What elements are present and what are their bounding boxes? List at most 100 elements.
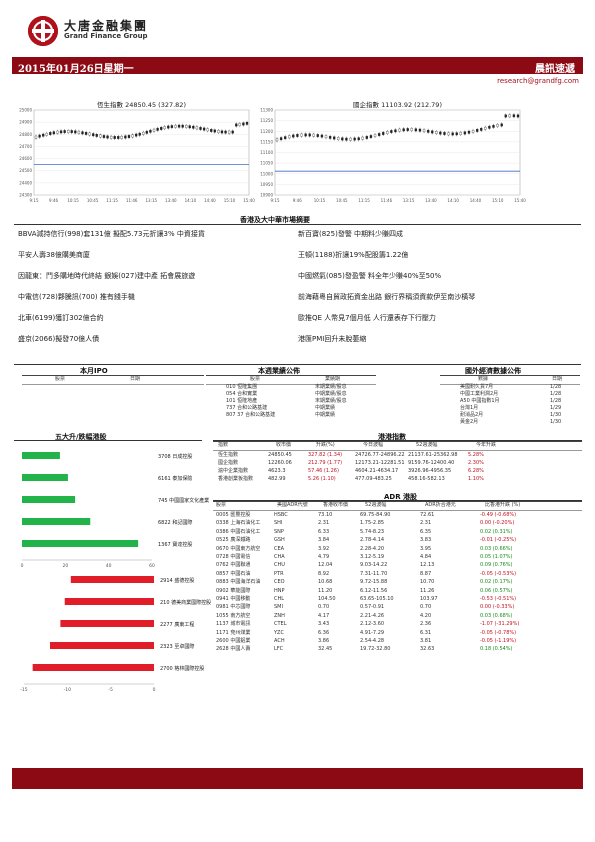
candle-body bbox=[88, 132, 91, 136]
adr-header: 美國ADR代號 bbox=[277, 502, 308, 508]
candle-body bbox=[49, 132, 52, 135]
hk-index-cell: 212.79 (1.77) bbox=[308, 460, 343, 466]
candle-body bbox=[174, 124, 177, 128]
adr-stock: 0883 中國海洋石油 bbox=[216, 579, 261, 586]
adr-cell: 0.06 (0.57%) bbox=[480, 587, 513, 594]
candle-body bbox=[455, 132, 458, 136]
contact-email[interactable]: research@grandfg.com bbox=[497, 77, 579, 85]
hk-index-header: 升跌(%) bbox=[316, 442, 335, 448]
results-period: 末期業績/股息 bbox=[315, 398, 347, 404]
adr-header: 52週波幅 bbox=[365, 502, 387, 508]
x-tick-label: 14:40 bbox=[470, 198, 482, 203]
adr-stock: 2628 中國人壽 bbox=[216, 646, 251, 653]
candle-body bbox=[210, 129, 213, 132]
news-item: 歐推QE 人幣見7個月低 人行還表存下行壓力 bbox=[298, 314, 436, 322]
hk-index-cell: 9159.76-12400.40 bbox=[408, 460, 455, 466]
candle-body bbox=[131, 134, 134, 138]
adr-header: 香港收市價 bbox=[323, 502, 349, 508]
candle-body bbox=[328, 136, 332, 139]
adr-stock: 0728 中國電信 bbox=[216, 554, 251, 560]
adr-cell: -0.01 (-0.25%) bbox=[480, 537, 517, 544]
adr-cell: ZNH bbox=[274, 612, 285, 619]
adr-cell: ACH bbox=[274, 638, 285, 644]
hk-index-cell: 57.46 (1.26) bbox=[308, 468, 339, 474]
candle-body bbox=[70, 130, 73, 133]
adr-cell: 103.97 bbox=[420, 596, 438, 602]
results-col-stock: 股票 bbox=[250, 376, 261, 382]
hk-index-cell: 24726.77-24896.22 bbox=[355, 452, 405, 458]
candle-body bbox=[435, 131, 438, 134]
adr-stock: 0670 中國東方航空 bbox=[216, 545, 261, 552]
footer-banner bbox=[12, 768, 583, 789]
candle-body bbox=[224, 130, 227, 134]
candle-body bbox=[284, 136, 287, 140]
adr-cell: 1.75-2.85 bbox=[360, 520, 385, 527]
x-tick-label: 13:15 bbox=[403, 198, 415, 203]
candle-body bbox=[170, 125, 174, 128]
candle-body bbox=[45, 132, 48, 136]
hk-index-cell: 4623.3 bbox=[268, 468, 286, 474]
results-period: 中期業績 bbox=[315, 412, 336, 418]
news-item: 前海藉粵自貿政拓資金出路 銀行界稱須資款伊至南沙橫琴 bbox=[298, 293, 476, 301]
econ-date: 1/28 bbox=[550, 384, 562, 390]
candle-body bbox=[217, 130, 220, 133]
candle-body bbox=[142, 131, 145, 135]
adr-cell: 8.92 bbox=[318, 570, 330, 577]
candle-body bbox=[308, 133, 311, 137]
loser-bar bbox=[64, 598, 154, 605]
candle-body bbox=[386, 131, 389, 134]
econ-item: 台灣1月 bbox=[460, 405, 479, 411]
x-tick-label: 10:45 bbox=[336, 198, 348, 203]
candle-body bbox=[467, 130, 471, 134]
candle-body bbox=[99, 134, 102, 138]
candle-body bbox=[42, 133, 45, 137]
hk-index-cell: 國企指數 bbox=[218, 460, 239, 466]
adr-cell: 11.20 bbox=[318, 587, 333, 594]
candle-body bbox=[59, 130, 63, 134]
candle-body bbox=[463, 131, 467, 135]
candle-body bbox=[77, 130, 81, 134]
hk-index-cell: 21137.61-25362.98 bbox=[408, 452, 458, 458]
candle-body bbox=[382, 132, 385, 135]
adr-cell: 0.57-0.91 bbox=[360, 604, 385, 611]
adr-cell: 0.18 (0.54%) bbox=[480, 646, 513, 653]
adr-cell: CHA bbox=[274, 554, 285, 560]
hk-index-cell: 477.09-483.25 bbox=[355, 476, 392, 482]
adr-cell: -0.05 (-1.19%) bbox=[480, 638, 517, 644]
results-period: 中期業績 bbox=[315, 405, 336, 411]
adr-cell: -0.05 (-0.78%) bbox=[480, 629, 517, 636]
adr-cell: -0.49 (-0.68%) bbox=[480, 512, 517, 518]
axis-tick-label: -15 bbox=[20, 687, 27, 693]
candle-body bbox=[369, 135, 373, 138]
hk-index-title: 港港指數 bbox=[378, 433, 406, 441]
news-item: 平安人壽38億購美商廈 bbox=[18, 251, 90, 259]
adr-cell: 2.31 bbox=[318, 520, 330, 527]
axis-tick-label: -5 bbox=[108, 687, 113, 693]
loser-bar bbox=[32, 664, 154, 671]
candle-body bbox=[394, 129, 397, 133]
adr-cell: 32.63 bbox=[420, 646, 435, 653]
hk-index-header: 今日波幅 bbox=[363, 442, 384, 448]
hk-index-cell: 12173.21-12281.51 bbox=[355, 460, 405, 466]
adr-table-header bbox=[213, 501, 582, 511]
adr-cell: 6.31 bbox=[420, 629, 432, 636]
hk-index-cell: 5.26 (1.10) bbox=[308, 476, 336, 482]
mover-label: 2914 盛德控股 bbox=[160, 577, 194, 584]
adr-cell: 3.84 bbox=[318, 537, 330, 544]
divider bbox=[14, 440, 202, 441]
adr-stock: 1171 兗州煤業 bbox=[216, 629, 251, 636]
adr-stock: 1137 城市電訊 bbox=[216, 621, 251, 628]
candle-body bbox=[220, 130, 224, 134]
candle-body bbox=[365, 136, 369, 139]
adr-cell: 2.54-4.28 bbox=[360, 638, 385, 644]
mover-label: 6161 泰加保險 bbox=[158, 475, 192, 482]
candle-body bbox=[160, 127, 163, 130]
hk-index-header: 52週波幅 bbox=[416, 442, 438, 448]
results-table-header bbox=[206, 375, 376, 385]
ipo-table-header bbox=[22, 375, 204, 385]
candle-body bbox=[292, 134, 295, 138]
candle-body bbox=[117, 136, 120, 139]
report-date: 2015年01月26日星期一 bbox=[18, 64, 134, 75]
candle-body bbox=[156, 127, 159, 131]
news-item: 新百寶(825)發警 中期料少賺四成 bbox=[298, 230, 404, 238]
